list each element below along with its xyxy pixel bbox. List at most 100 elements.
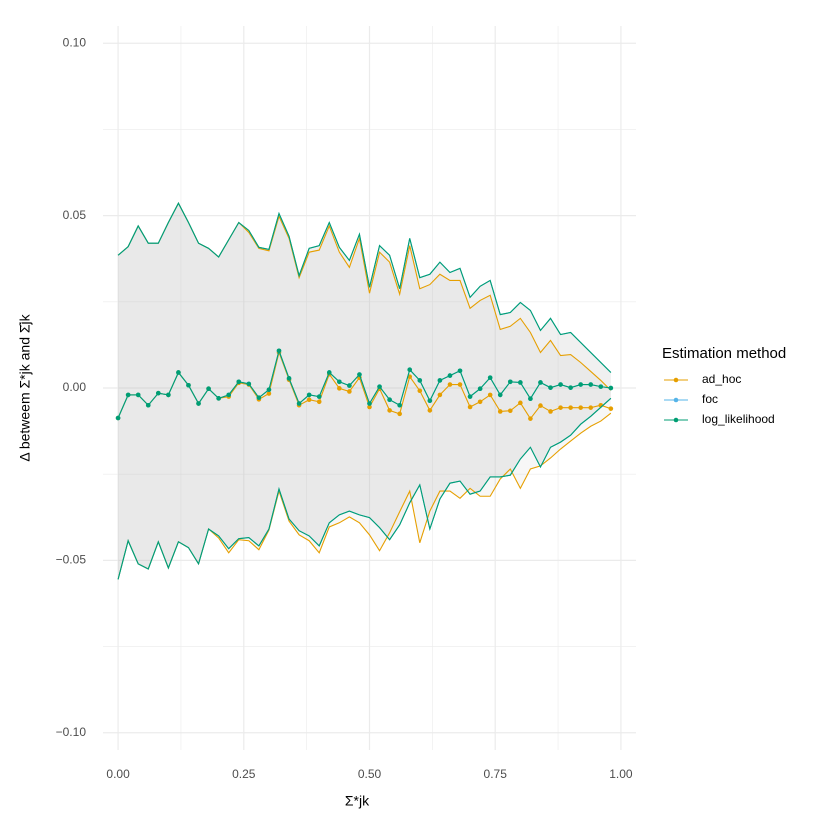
point [186,382,191,388]
point [528,396,533,401]
point [447,382,453,387]
point [397,402,402,408]
point [558,382,563,387]
point [256,395,262,400]
point [347,389,352,394]
point [507,379,513,385]
point [477,399,483,405]
point [588,382,594,387]
point [427,398,433,404]
point [166,392,171,398]
point [387,408,392,413]
point [477,386,483,391]
legend-title: Estimation method [662,345,786,362]
point [347,383,352,388]
y-tick-label: 0.10 [63,35,87,49]
y-tick-label: 0.05 [63,208,87,222]
point [518,400,523,406]
point [437,378,443,383]
point [266,387,272,393]
point [538,403,543,408]
point [518,380,523,385]
point [206,386,211,391]
point [236,379,242,385]
point [608,406,614,411]
point [367,404,372,410]
point [387,397,392,403]
point [337,386,342,391]
point [538,380,543,385]
series-line [117,348,611,419]
x-tick-label: 0.25 [232,767,256,781]
x-axis-label: Σ*jk [345,793,370,809]
point [156,390,161,396]
point [115,415,121,421]
point [548,409,553,414]
point [145,402,151,408]
point [316,399,322,405]
point [548,385,553,390]
point [568,405,573,410]
legend-key-point [673,397,679,403]
point [578,405,583,410]
point [457,368,463,374]
y-tick-label: −0.10 [56,725,87,739]
point [457,382,463,387]
bound-line [117,202,612,373]
point [608,385,614,391]
point [568,385,573,390]
point [497,392,503,398]
x-tick-label: 0.75 [484,767,508,781]
point [337,379,342,385]
point [296,401,302,406]
point [447,373,453,378]
point [407,367,413,373]
point [417,388,423,394]
point [196,401,201,406]
x-tick-label: 0.50 [358,767,382,781]
point [276,348,282,354]
point [326,370,332,375]
legend-label: log_likelihood [702,412,775,426]
point [135,392,141,398]
point [306,397,312,403]
point [578,382,583,387]
point [528,416,533,421]
point [357,372,362,377]
point [246,381,252,387]
point [377,384,382,389]
point [216,396,221,401]
y-axis-label: Δ betweem Σ*jk and Σ̂jk [17,313,33,461]
point [487,392,493,398]
point [417,378,423,383]
point [467,394,473,399]
point [397,411,402,417]
point [487,375,493,380]
y-tick-label: −0.05 [56,553,87,567]
point [286,376,292,381]
y-tick-label: 0.00 [63,380,87,394]
legend-key-point [673,417,679,423]
point [558,405,563,410]
point [125,392,131,398]
legend-key-point [673,377,679,383]
point [467,404,473,410]
x-tick-label: 0.00 [106,767,130,781]
point [226,392,232,398]
point [437,392,443,398]
point [316,394,322,399]
point [507,408,513,414]
point [588,405,594,410]
legend-label: ad_hoc [702,372,741,386]
point [176,370,181,375]
point [427,408,433,413]
point [367,401,372,406]
legend-label: foc [702,392,718,406]
x-tick-label: 1.00 [609,767,633,781]
point [266,391,272,396]
point [497,409,503,414]
point [306,392,312,398]
point [598,384,604,389]
bound-line [117,397,612,580]
